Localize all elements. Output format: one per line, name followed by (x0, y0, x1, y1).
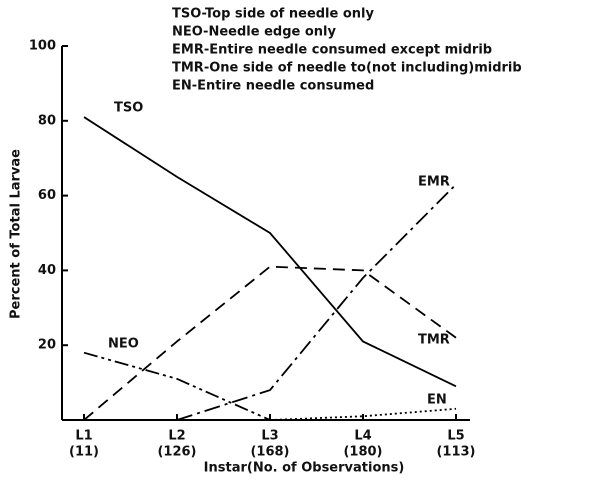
y-tick-label: 80 (38, 113, 56, 128)
x-tick-label: L2 (168, 429, 185, 444)
y-tick-label: 40 (38, 263, 56, 278)
x-axis-label: Instar(No. of Observations) (204, 461, 405, 476)
legend-note: EMR-Entire needle consumed except midrib (172, 43, 492, 58)
series-line (83, 351, 271, 421)
series-line (269, 407, 457, 421)
x-tick-label: L4 (354, 429, 371, 444)
legend-note: TSO-Top side of needle only (172, 7, 375, 22)
x-tick-label: L5 (447, 429, 464, 444)
legend-note: EN-Entire needle consumed (172, 79, 374, 94)
series-label: EN (427, 393, 447, 408)
legend-note: TMR-One side of needle to(not including)… (172, 61, 522, 76)
x-tick-sublabel: (180) (343, 445, 382, 460)
series-label: TMR (418, 333, 450, 348)
series-line (83, 116, 457, 388)
y-tick-label: 60 (38, 188, 56, 203)
x-tick-sublabel: (126) (157, 445, 196, 460)
x-tick-sublabel: (11) (69, 445, 99, 460)
y-axis-label: Percent of Total Larvae (9, 149, 24, 319)
legend-note: NEO-Needle edge only (172, 25, 336, 40)
y-tick-label: 100 (29, 39, 56, 54)
series-label: TSO (114, 101, 143, 116)
series-line (83, 265, 457, 421)
y-tick-label: 20 (38, 338, 56, 353)
x-tick-sublabel: (168) (250, 445, 289, 460)
x-tick-label: L3 (261, 429, 278, 444)
series-label: EMR (418, 175, 450, 190)
x-tick-label: L1 (75, 429, 92, 444)
x-tick-sublabel: (113) (436, 445, 475, 460)
series-line (176, 183, 457, 421)
series-label: NEO (108, 337, 139, 352)
